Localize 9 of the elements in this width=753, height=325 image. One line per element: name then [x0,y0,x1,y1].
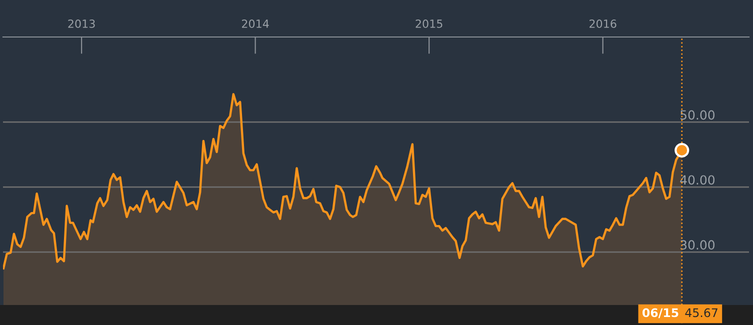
y-tick-label: 40.00 [680,175,715,185]
ref-line-label: 06/15 [642,308,678,318]
y-tick-label: 30.00 [680,240,715,250]
x-tick-label: 2016 [590,20,616,28]
x-tick-label: 2014 [242,20,269,28]
y-tick-label: 50.00 [680,110,715,120]
x-tick-label: 2015 [416,20,442,28]
x-tick-label: 2013 [68,20,95,28]
text: 45.67 [685,308,718,318]
